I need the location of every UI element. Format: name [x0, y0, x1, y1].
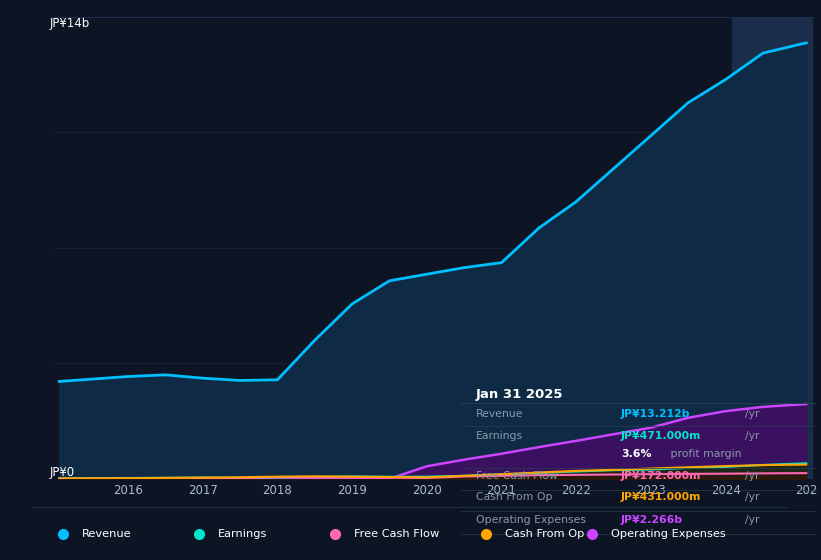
- Text: JP¥2.266b: JP¥2.266b: [621, 515, 683, 525]
- Text: /yr: /yr: [745, 409, 759, 419]
- Text: Jan 31 2025: Jan 31 2025: [475, 388, 563, 401]
- Text: /yr: /yr: [745, 431, 759, 441]
- Text: Revenue: Revenue: [82, 529, 131, 539]
- Text: Earnings: Earnings: [218, 529, 268, 539]
- Text: Earnings: Earnings: [475, 431, 523, 441]
- Text: Free Cash Flow: Free Cash Flow: [354, 529, 439, 539]
- Text: JP¥14b: JP¥14b: [49, 17, 89, 30]
- Text: Revenue: Revenue: [475, 409, 523, 419]
- Text: Free Cash Flow: Free Cash Flow: [475, 471, 557, 481]
- Text: Cash From Op: Cash From Op: [475, 492, 552, 502]
- Text: /yr: /yr: [745, 492, 759, 502]
- Text: JP¥431.000m: JP¥431.000m: [621, 492, 701, 502]
- Text: Cash From Op: Cash From Op: [505, 529, 585, 539]
- Text: profit margin: profit margin: [667, 449, 741, 459]
- Text: Operating Expenses: Operating Expenses: [475, 515, 585, 525]
- Text: /yr: /yr: [745, 515, 759, 525]
- Bar: [732, 17, 811, 479]
- Text: JP¥471.000m: JP¥471.000m: [621, 431, 701, 441]
- Text: 3.6%: 3.6%: [621, 449, 652, 459]
- Text: JP¥172.000m: JP¥172.000m: [621, 471, 701, 481]
- Text: JP¥0: JP¥0: [49, 466, 75, 479]
- Text: /yr: /yr: [745, 471, 759, 481]
- Text: Operating Expenses: Operating Expenses: [611, 529, 726, 539]
- Text: JP¥13.212b: JP¥13.212b: [621, 409, 690, 419]
